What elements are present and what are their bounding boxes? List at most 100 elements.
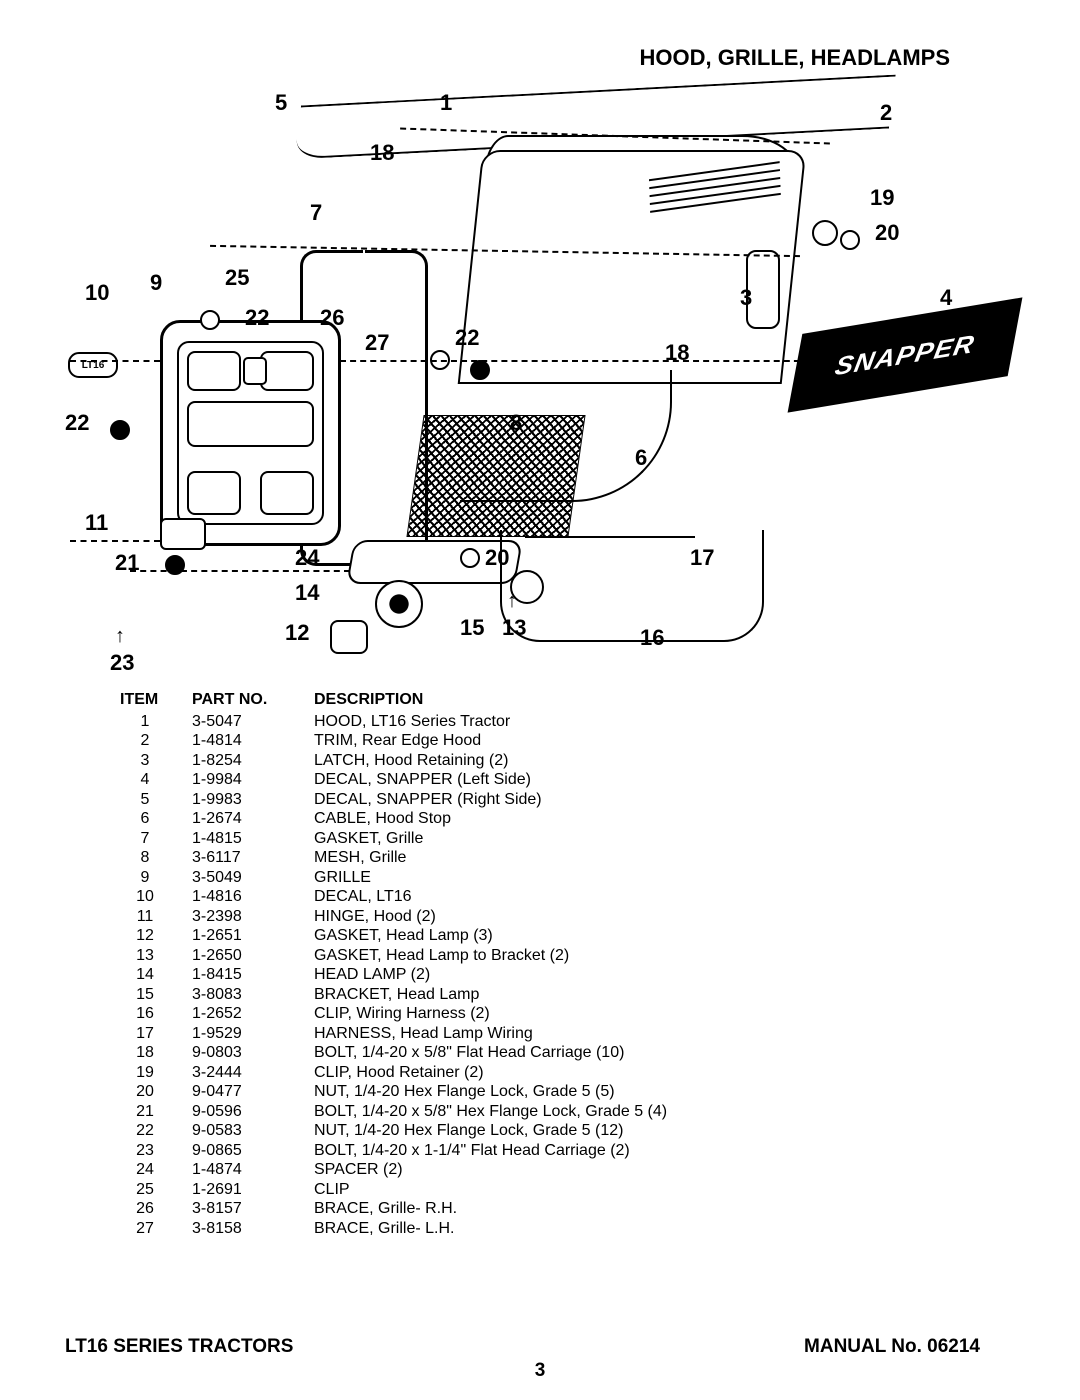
parts-manual-page: HOOD, GRILLE, HEADLAMPS SNAPPER bbox=[0, 0, 1080, 1400]
cell-item: 7 bbox=[120, 829, 192, 849]
cell-partno: 1-2650 bbox=[192, 946, 314, 966]
cell-desc: NUT, 1/4-20 Hex Flange Lock, Grade 5 (12… bbox=[314, 1121, 689, 1141]
cell-item: 11 bbox=[120, 907, 192, 927]
cell-desc: LATCH, Hood Retaining (2) bbox=[314, 751, 689, 771]
harness-wire bbox=[525, 520, 695, 538]
table-row: 71-4815GASKET, Grille bbox=[120, 829, 689, 849]
callout-15: 15 bbox=[460, 615, 484, 641]
callout-5: 5 bbox=[275, 90, 287, 116]
cell-partno: 1-4874 bbox=[192, 1160, 314, 1180]
cell-partno: 1-9984 bbox=[192, 770, 314, 790]
nut-part bbox=[470, 360, 490, 380]
cell-item: 2 bbox=[120, 731, 192, 751]
grille-slot bbox=[187, 471, 241, 515]
cell-partno: 3-2444 bbox=[192, 1063, 314, 1083]
callout-12: 12 bbox=[285, 620, 309, 646]
grille-slot bbox=[260, 351, 314, 391]
cell-desc: HOOD, LT16 Series Tractor bbox=[314, 712, 689, 732]
cell-item: 15 bbox=[120, 985, 192, 1005]
table-row: 113-2398HINGE, Hood (2) bbox=[120, 907, 689, 927]
callout-18b: 18 bbox=[665, 340, 689, 366]
cell-partno: 1-4816 bbox=[192, 887, 314, 907]
section-title: HOOD, GRILLE, HEADLAMPS bbox=[640, 45, 950, 71]
cell-item: 25 bbox=[120, 1180, 192, 1200]
callout-19: 19 bbox=[870, 185, 894, 211]
cell-item: 17 bbox=[120, 1024, 192, 1044]
nut-part bbox=[110, 420, 130, 440]
bolt-part bbox=[165, 555, 185, 575]
cell-desc: CLIP, Hood Retainer (2) bbox=[314, 1063, 689, 1083]
callout-14: 14 bbox=[295, 580, 319, 606]
table-row: 13-5047HOOD, LT16 Series Tractor bbox=[120, 712, 689, 732]
table-row: 93-5049GRILLE bbox=[120, 868, 689, 888]
snapper-decal: SNAPPER bbox=[788, 297, 1023, 412]
spacer-part bbox=[460, 548, 480, 568]
cell-item: 8 bbox=[120, 848, 192, 868]
cell-item: 5 bbox=[120, 790, 192, 810]
cell-item: 18 bbox=[120, 1043, 192, 1063]
callout-6: 6 bbox=[635, 445, 647, 471]
table-row: 273-8158BRACE, Grille- L.H. bbox=[120, 1219, 689, 1239]
cell-partno: 9-0583 bbox=[192, 1121, 314, 1141]
table-row: 21-4814TRIM, Rear Edge Hood bbox=[120, 731, 689, 751]
cell-item: 26 bbox=[120, 1199, 192, 1219]
cell-partno: 1-8254 bbox=[192, 751, 314, 771]
lt16-decal: LT16 bbox=[68, 352, 118, 378]
cell-partno: 1-2674 bbox=[192, 809, 314, 829]
grille-slot bbox=[187, 401, 314, 447]
table-row: 241-4874SPACER (2) bbox=[120, 1160, 689, 1180]
cell-item: 9 bbox=[120, 868, 192, 888]
table-row: 209-0477NUT, 1/4-20 Hex Flange Lock, Gra… bbox=[120, 1082, 689, 1102]
table-row: 219-0596BOLT, 1/4-20 x 5/8" Hex Flange L… bbox=[120, 1102, 689, 1122]
table-row: 171-9529HARNESS, Head Lamp Wiring bbox=[120, 1024, 689, 1044]
callout-22c: 22 bbox=[455, 325, 479, 351]
cell-desc: GASKET, Head Lamp to Bracket (2) bbox=[314, 946, 689, 966]
callout-26: 26 bbox=[320, 305, 344, 331]
cell-desc: NUT, 1/4-20 Hex Flange Lock, Grade 5 (5) bbox=[314, 1082, 689, 1102]
cell-desc: SPACER (2) bbox=[314, 1160, 689, 1180]
table-row: 51-9983DECAL, SNAPPER (Right Side) bbox=[120, 790, 689, 810]
table-row: 121-2651GASKET, Head Lamp (3) bbox=[120, 926, 689, 946]
cell-item: 20 bbox=[120, 1082, 192, 1102]
cell-desc: BRACE, Grille- R.H. bbox=[314, 1199, 689, 1219]
parts-table: ITEM PART NO. DESCRIPTION 13-5047HOOD, L… bbox=[120, 690, 689, 1238]
grille-slot bbox=[243, 357, 267, 385]
cell-partno: 1-9983 bbox=[192, 790, 314, 810]
table-row: 131-2650GASKET, Head Lamp to Bracket (2) bbox=[120, 946, 689, 966]
callout-25: 25 bbox=[225, 265, 249, 291]
cell-partno: 1-8415 bbox=[192, 965, 314, 985]
headlamp-part bbox=[375, 580, 423, 628]
cell-item: 16 bbox=[120, 1004, 192, 1024]
hinge-part bbox=[160, 518, 206, 550]
arrow-icon: ↑ bbox=[115, 625, 125, 648]
callout-7: 7 bbox=[310, 200, 322, 226]
clip-retainer bbox=[812, 220, 838, 246]
col-item: ITEM bbox=[120, 690, 192, 712]
arrow-icon: ↑ bbox=[507, 590, 517, 613]
callout-20a: 20 bbox=[875, 220, 899, 246]
cell-desc: DECAL, SNAPPER (Left Side) bbox=[314, 770, 689, 790]
table-row: 31-8254LATCH, Hood Retaining (2) bbox=[120, 751, 689, 771]
cell-item: 4 bbox=[120, 770, 192, 790]
dash-line bbox=[70, 540, 160, 542]
table-row: 101-4816DECAL, LT16 bbox=[120, 887, 689, 907]
footer-left: LT16 SERIES TRACTORS bbox=[65, 1336, 293, 1358]
cell-desc: DECAL, SNAPPER (Right Side) bbox=[314, 790, 689, 810]
table-row: 61-2674CABLE, Hood Stop bbox=[120, 809, 689, 829]
cell-partno: 3-5049 bbox=[192, 868, 314, 888]
dash-line bbox=[340, 360, 810, 362]
cell-partno: 1-4814 bbox=[192, 731, 314, 751]
cell-desc: BOLT, 1/4-20 x 5/8" Hex Flange Lock, Gra… bbox=[314, 1102, 689, 1122]
cell-desc: HARNESS, Head Lamp Wiring bbox=[314, 1024, 689, 1044]
cell-desc: TRIM, Rear Edge Hood bbox=[314, 731, 689, 751]
nut-part bbox=[840, 230, 860, 250]
cell-partno: 1-9529 bbox=[192, 1024, 314, 1044]
callout-13: 13 bbox=[502, 615, 526, 641]
cell-item: 27 bbox=[120, 1219, 192, 1239]
cell-desc: BRACE, Grille- L.H. bbox=[314, 1219, 689, 1239]
table-row: 263-8157BRACE, Grille- R.H. bbox=[120, 1199, 689, 1219]
cell-desc: CABLE, Hood Stop bbox=[314, 809, 689, 829]
cell-partno: 3-5047 bbox=[192, 712, 314, 732]
grille-slot bbox=[187, 351, 241, 391]
cell-item: 12 bbox=[120, 926, 192, 946]
